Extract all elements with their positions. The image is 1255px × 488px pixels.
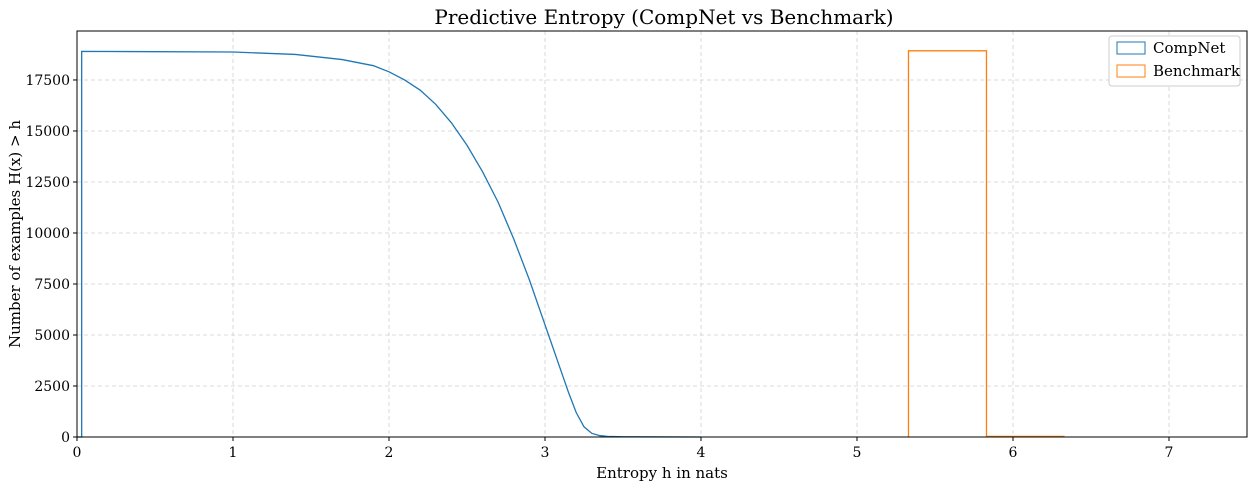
x-tick-label: 7 xyxy=(1165,445,1174,461)
y-tick-label: 17500 xyxy=(25,73,70,89)
x-tick-label: 2 xyxy=(385,445,394,461)
chart-title: Predictive Entropy (CompNet vs Benchmark… xyxy=(434,5,893,29)
plot-frame xyxy=(76,30,1248,438)
x-axis-label: Entropy h in nats xyxy=(596,464,728,482)
series-line-benchmark xyxy=(907,50,1065,438)
x-tick-label: 5 xyxy=(853,445,862,461)
series-line-compnet xyxy=(77,50,702,438)
y-axis-label: Number of examples H(x) > h xyxy=(6,120,24,348)
legend-swatch-benchmark xyxy=(1116,64,1146,78)
x-tick-label: 1 xyxy=(229,445,238,461)
y-tick-label: 2500 xyxy=(34,379,70,395)
series-layer xyxy=(77,50,1065,438)
legend: CompNet Benchmark xyxy=(1108,35,1241,87)
y-tick-label: 15000 xyxy=(25,124,70,140)
axis-ticks: 0 1 2 3 4 5 6 7 0 2500 5000 7500 10000 12500 15000 1750… xyxy=(25,73,1173,461)
y-tick-label: 12500 xyxy=(25,175,70,191)
y-tick-label: 10000 xyxy=(25,226,70,242)
x-tick-label: 6 xyxy=(1009,445,1018,461)
x-tick-label: 4 xyxy=(697,445,706,461)
legend-label-benchmark: Benchmark xyxy=(1153,62,1241,80)
y-tick-label: 0 xyxy=(61,430,70,446)
legend-swatch-compnet xyxy=(1116,41,1146,55)
y-tick-label: 7500 xyxy=(34,277,70,293)
x-tick-label: 3 xyxy=(541,445,550,461)
y-tick-label: 5000 xyxy=(34,328,70,344)
grid xyxy=(76,31,1247,437)
legend-box xyxy=(1108,35,1241,87)
legend-label-compnet: CompNet xyxy=(1153,39,1225,57)
x-tick-label: 0 xyxy=(73,445,82,461)
